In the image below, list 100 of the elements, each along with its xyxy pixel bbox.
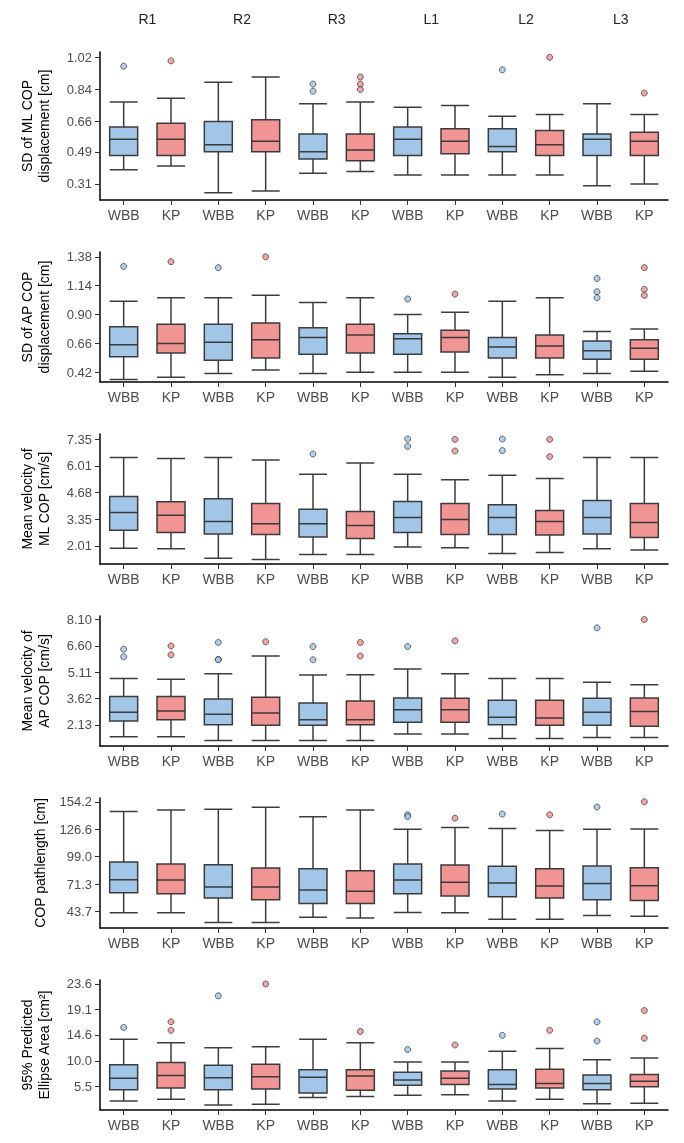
series-label: KP [350, 1117, 370, 1133]
text: KP [161, 571, 181, 587]
text: KP [350, 389, 370, 405]
text: WBB [391, 389, 424, 405]
y-axis-title: Mean velocity of AP COP [cm/s] [18, 630, 52, 732]
text: WBB [202, 207, 235, 223]
text: WBB [202, 753, 235, 769]
y-axis-title: COP pathlength [cm] [32, 798, 49, 928]
text: WBB [107, 571, 140, 587]
text: WBB [107, 389, 140, 405]
series-label: KP [634, 753, 654, 769]
text: KP [540, 1117, 560, 1133]
y-tick-label: 0.49 [66, 144, 92, 160]
text: KP [445, 753, 465, 769]
y-tick-label: 8.10 [66, 612, 92, 628]
series-label: WBB [297, 1117, 329, 1133]
y-tick-label: 0.84 [66, 81, 92, 97]
x-tick-label: R2 [233, 11, 252, 27]
text: WBB [107, 753, 140, 769]
text: WBB [486, 1117, 519, 1133]
y-tick-label: 1.14 [66, 278, 92, 294]
y-tick-label: 14.6 [66, 1027, 92, 1043]
text: KP [350, 935, 370, 951]
text: WBB [202, 935, 235, 951]
y-tick-label: 5.11 [67, 664, 92, 680]
y-tick-label: 71.3 [66, 876, 92, 892]
text: WBB [581, 207, 613, 223]
text: KP [350, 571, 370, 587]
text: WBB [581, 753, 613, 769]
text: WBB [202, 571, 235, 587]
text: WBB [486, 207, 519, 223]
text: WBB [391, 1117, 424, 1133]
y-tick-label: 5.5 [73, 1078, 92, 1094]
y-tick-label: 19.1 [66, 1001, 92, 1017]
y-tick-label: 3.62 [66, 691, 92, 707]
x-tick-label: L1 [423, 11, 440, 27]
text: KP [634, 207, 654, 223]
text: KP [634, 571, 654, 587]
text: WBB [581, 935, 613, 951]
text: WBB [297, 207, 329, 223]
y-tick-label: 0.90 [66, 307, 92, 323]
text: WBB [581, 1117, 613, 1133]
text: KP [161, 753, 181, 769]
y-tick-label: 2.13 [66, 717, 92, 733]
text: KP [256, 1117, 276, 1133]
x-tick-label: L2 [518, 11, 534, 27]
text: WBB [581, 389, 613, 405]
y-axis-title: SD of AP COP displacement [cm] [18, 260, 52, 374]
text: WBB [391, 935, 424, 951]
y-axis-title: 95% Predicted Ellipse Area [cm²] [18, 990, 52, 1100]
x-tick-label: R1 [138, 11, 157, 27]
text: KP [445, 571, 465, 587]
y-axis-title: Mean velocity of ML COP [cm/s] [18, 448, 52, 550]
text: KP [256, 571, 276, 587]
text: KP [350, 753, 370, 769]
text: WBB [297, 935, 329, 951]
y-tick-label: 43.7 [66, 903, 92, 919]
text: KP [634, 1117, 654, 1133]
y-tick-label: 6.60 [66, 638, 92, 654]
text: KP [634, 935, 654, 951]
y-tick-label: 3.35 [66, 511, 92, 527]
y-tick-label: 6.01 [66, 458, 92, 474]
y-axis-title: SD of ML COP displacement [cm] [18, 69, 52, 183]
text: WBB [581, 571, 613, 587]
text: WBB [107, 1117, 140, 1133]
text: KP [256, 207, 276, 223]
text: KP [256, 935, 276, 951]
text: WBB [297, 389, 329, 405]
text: KP [256, 389, 276, 405]
text: WBB [391, 207, 424, 223]
y-tick-label: 1.38 [66, 249, 92, 265]
legend-label: WBB [107, 207, 140, 223]
y-tick-label: 154.2 [59, 794, 92, 810]
text: WBB [391, 571, 424, 587]
y-tick-label: 99.0 [66, 849, 92, 865]
text: WBB [391, 753, 424, 769]
y-tick-label: 23.6 [66, 976, 92, 992]
text: WBB [486, 571, 519, 587]
y-tick-label: 0.66 [66, 335, 92, 351]
y-tick-label: 10.0 [66, 1053, 92, 1069]
text: WBB [202, 1117, 235, 1133]
y-tick-label: 1.02 [66, 49, 92, 65]
text: KP [540, 207, 560, 223]
text: KP [540, 753, 560, 769]
text: KP [256, 753, 276, 769]
text: KP [161, 935, 181, 951]
text: KP [350, 207, 370, 223]
text: WBB [486, 389, 519, 405]
y-tick-label: 126.6 [59, 821, 92, 837]
text: KP [161, 389, 181, 405]
text: KP [445, 935, 465, 951]
text: KP [445, 1117, 465, 1133]
text: KP [161, 1117, 181, 1133]
series-label: WBB [297, 753, 329, 769]
text: WBB [202, 389, 235, 405]
legend-label: KP [161, 207, 181, 223]
text: WBB [107, 935, 140, 951]
y-tick-label: 0.66 [66, 114, 92, 130]
y-tick-label: 7.35 [66, 431, 92, 447]
text: KP [445, 389, 465, 405]
